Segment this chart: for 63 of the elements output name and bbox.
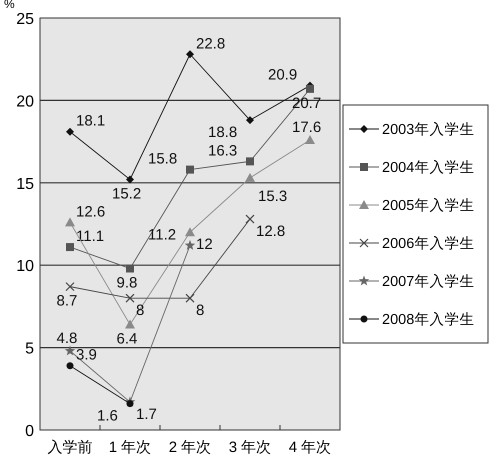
data-label: 6.4 bbox=[116, 330, 138, 348]
x-tick-label: 4 年次 bbox=[288, 439, 332, 456]
data-label: 18.1 bbox=[76, 112, 106, 130]
data-label: 17.6 bbox=[292, 118, 322, 136]
point bbox=[184, 240, 196, 250]
data-label: 15.3 bbox=[258, 188, 288, 205]
data-label: 12 bbox=[196, 236, 213, 254]
y-tick-label: 10 bbox=[16, 258, 34, 276]
x-tick-label: 1 年次 bbox=[108, 439, 152, 456]
legend-label: 2005年入学生 bbox=[382, 197, 474, 214]
point bbox=[66, 128, 74, 136]
data-label: 9.8 bbox=[116, 274, 138, 292]
point bbox=[65, 282, 75, 292]
legend-label: 2008年入学生 bbox=[382, 311, 474, 328]
y-tick-label: 20 bbox=[16, 93, 34, 110]
point bbox=[126, 264, 134, 272]
data-label: 3.9 bbox=[76, 346, 97, 364]
point bbox=[66, 362, 74, 370]
x-tick-label: 3 年次 bbox=[228, 439, 272, 456]
data-label: 18.8 bbox=[208, 124, 238, 142]
point bbox=[125, 294, 135, 303]
data-label: 4.8 bbox=[56, 330, 78, 347]
data-label: 1.6 bbox=[97, 408, 118, 425]
y-axis-title: % bbox=[4, 0, 15, 11]
data-label: 15.2 bbox=[112, 186, 142, 203]
data-label: 16.3 bbox=[208, 142, 238, 160]
point bbox=[125, 320, 135, 329]
data-label: 15.8 bbox=[148, 150, 178, 168]
legend-label: 2004年入学生 bbox=[382, 159, 474, 176]
data-label: 20.9 bbox=[268, 66, 298, 84]
data-label: 22.8 bbox=[196, 35, 226, 52]
data-label: 8.7 bbox=[56, 292, 78, 310]
data-label: 8 bbox=[136, 302, 144, 320]
legend-label: 2006年入学生 bbox=[382, 235, 474, 252]
legend-label: 2003年入学生 bbox=[382, 121, 474, 138]
point bbox=[126, 400, 134, 408]
point bbox=[305, 134, 315, 144]
y-tick-label: 15 bbox=[16, 176, 34, 193]
x-tick-label: 入学前 bbox=[48, 439, 92, 456]
y-tick-label: 0 bbox=[25, 423, 34, 440]
point bbox=[245, 172, 255, 182]
point bbox=[245, 214, 255, 224]
point bbox=[64, 345, 76, 356]
point bbox=[306, 84, 314, 93]
point bbox=[185, 227, 195, 236]
point bbox=[246, 116, 254, 124]
data-label: 12.8 bbox=[256, 223, 286, 240]
y-tick-label: 5 bbox=[25, 340, 34, 358]
y-tick-label: 25 bbox=[16, 11, 34, 28]
legend-label: 2007年入学生 bbox=[382, 273, 474, 290]
data-label: 12.6 bbox=[76, 203, 106, 220]
data-label: 11.1 bbox=[76, 228, 104, 246]
point bbox=[66, 243, 74, 252]
data-label: 1.7 bbox=[136, 406, 157, 423]
point bbox=[126, 176, 134, 184]
point bbox=[246, 157, 254, 166]
data-label: 8 bbox=[196, 302, 204, 320]
point bbox=[65, 217, 75, 226]
data-label: 11.2 bbox=[148, 226, 176, 244]
point bbox=[186, 166, 194, 174]
point bbox=[185, 294, 195, 303]
x-tick-label: 2 年次 bbox=[168, 439, 212, 456]
point bbox=[186, 50, 194, 58]
